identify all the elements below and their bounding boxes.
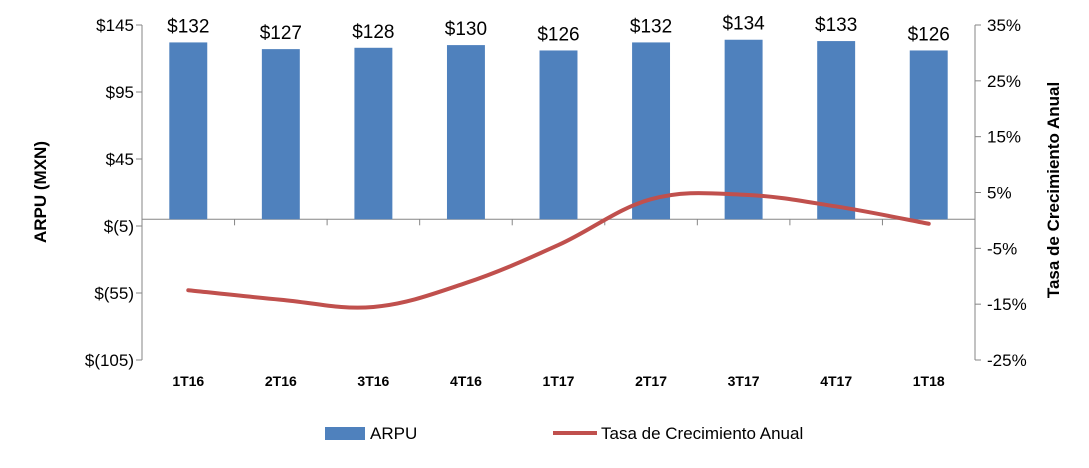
left-axis-title: ARPU (MXN)	[31, 141, 50, 243]
right-tick-label: 5%	[987, 184, 1012, 203]
arpu-data-label: $126	[908, 24, 950, 45]
arpu-data-label: $132	[167, 16, 209, 37]
right-tick-label: 35%	[987, 16, 1021, 35]
right-axis-title: Tasa de Crecimiento Anual	[1044, 82, 1063, 298]
arpu-bar	[632, 42, 671, 220]
legend-swatch-arpu	[325, 427, 365, 440]
arpu-bar	[169, 42, 208, 220]
left-tick-label: $145	[96, 16, 134, 35]
right-tick-label: 15%	[987, 128, 1021, 147]
arpu-data-label: $133	[815, 15, 857, 36]
labels-layer: 1T16 2T16 3T16 4T16 1T17 2T17 3T17 4T17 1T18 $132…	[167, 14, 950, 389]
arpu-data-label: $127	[260, 23, 302, 44]
category-label: 3T16	[357, 373, 389, 389]
category-label: 4T16	[450, 373, 482, 389]
arpu-data-label: $134	[722, 14, 765, 35]
category-label: 4T17	[820, 373, 852, 389]
arpu-data-label: $126	[537, 24, 579, 45]
category-label: 2T16	[265, 373, 297, 389]
category-label: 1T18	[913, 373, 945, 389]
category-label: 1T17	[543, 373, 575, 389]
growth-rate-line	[186, 191, 931, 310]
legend: ARPU Tasa de Crecimiento Anual	[325, 424, 803, 443]
left-tick-label: $(5)	[104, 217, 134, 236]
arpu-bar	[261, 49, 300, 220]
arpu-bar	[354, 47, 393, 220]
arpu-bar	[909, 50, 948, 220]
right-tick-label: -25%	[987, 351, 1027, 370]
right-tick-label: -15%	[987, 295, 1027, 314]
arpu-bar	[539, 50, 578, 220]
left-tick-label: $(55)	[94, 284, 134, 303]
category-label: 1T16	[172, 373, 204, 389]
category-label: 2T17	[635, 373, 667, 389]
legend-label-growth: Tasa de Crecimiento Anual	[601, 424, 803, 443]
left-tick-label: $95	[106, 83, 134, 102]
left-tick-label: $45	[106, 150, 134, 169]
arpu-bar	[446, 45, 485, 220]
arpu-data-label: $130	[445, 19, 487, 40]
line-layer	[186, 191, 931, 310]
category-label: 3T17	[728, 373, 760, 389]
arpu-bar	[817, 41, 856, 220]
bars-layer	[169, 39, 948, 220]
right-tick-label: 25%	[987, 72, 1021, 91]
left-tick-label: $(105)	[85, 351, 134, 370]
arpu-data-label: $132	[630, 16, 672, 37]
legend-label-arpu: ARPU	[370, 424, 417, 443]
arpu-bar	[724, 39, 763, 220]
axes-layer: $145 $95 $45 $(5) $(55) $(105) 35% 25% 15% 5% -5% -…	[85, 16, 1027, 370]
right-tick-label: -5%	[987, 239, 1017, 258]
arpu-data-label: $128	[352, 22, 394, 43]
